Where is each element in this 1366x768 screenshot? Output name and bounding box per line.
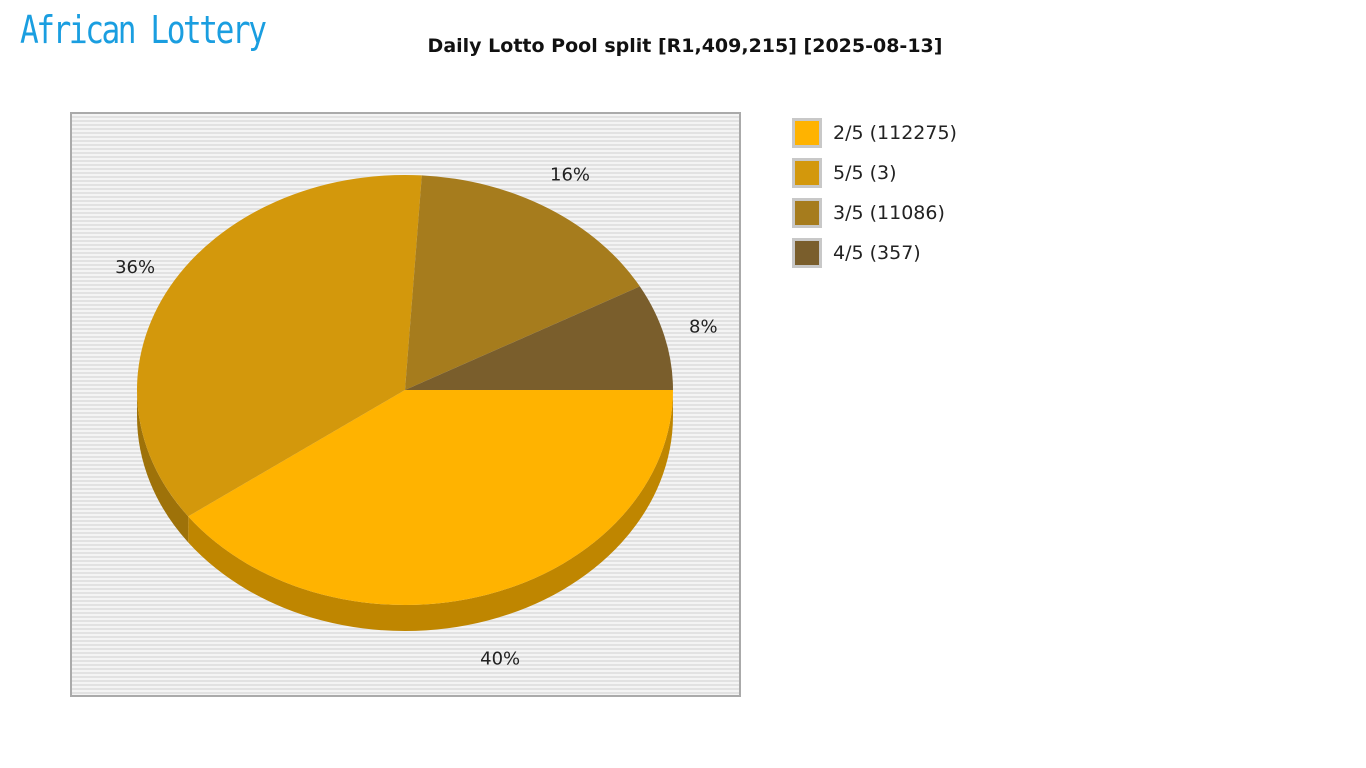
legend-swatch bbox=[792, 198, 822, 228]
legend-item: 4/5 (357) bbox=[792, 233, 957, 273]
african-lottery-logo[interactable]: African Lottery bbox=[20, 8, 267, 52]
legend: 2/5 (112275) 5/5 (3) 3/5 (11086) 4/5 (35… bbox=[792, 118, 957, 282]
pie-slice-side bbox=[188, 390, 673, 632]
pie-slice bbox=[136, 174, 422, 517]
legend-label: 4/5 (357) bbox=[833, 242, 921, 264]
pie-slice bbox=[188, 390, 673, 605]
pie-slice-label: 8% bbox=[689, 317, 718, 338]
legend-label: 3/5 (11086) bbox=[833, 202, 945, 224]
pie-slice-label: 16% bbox=[550, 165, 590, 186]
pie-slice-side bbox=[137, 390, 189, 543]
chart-title: Daily Lotto Pool split [R1,409,215] [202… bbox=[427, 35, 943, 57]
pie-slice-label: 36% bbox=[115, 257, 155, 278]
legend-item: 5/5 (3) bbox=[792, 153, 957, 193]
pie-slice-label: 40% bbox=[480, 649, 520, 670]
legend-label: 5/5 (3) bbox=[833, 162, 897, 184]
legend-label: 2/5 (112275) bbox=[833, 122, 957, 144]
legend-item: 2/5 (112275) bbox=[792, 113, 957, 153]
pie-slice bbox=[405, 175, 640, 390]
pie-slice bbox=[405, 286, 673, 390]
legend-swatch bbox=[792, 118, 822, 148]
legend-swatch bbox=[792, 158, 822, 188]
legend-item: 3/5 (11086) bbox=[792, 193, 957, 233]
legend-swatch bbox=[792, 238, 822, 268]
